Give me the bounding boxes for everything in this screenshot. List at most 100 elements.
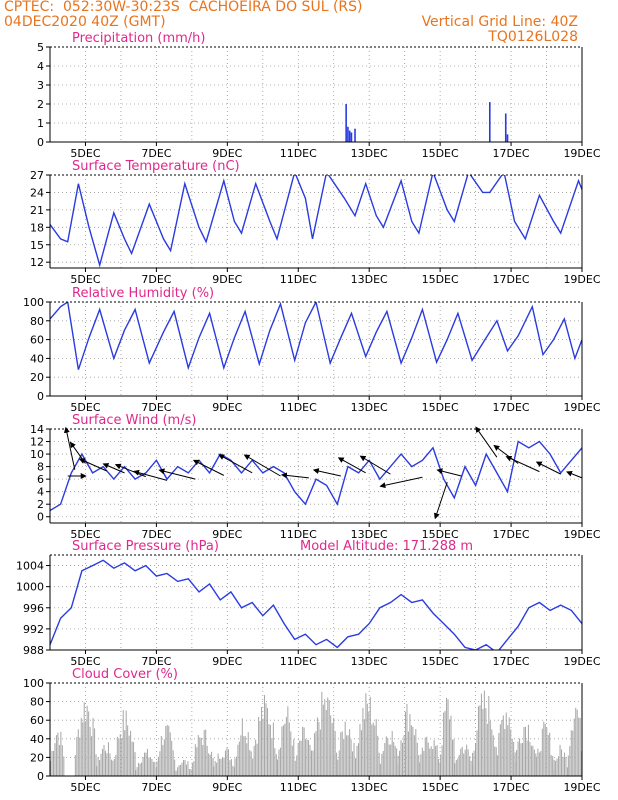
cloud-bar [567,755,569,776]
cloud-bar [388,744,390,776]
cloud-bar [322,704,324,776]
cloud-bar [472,752,474,776]
x-tick-label: 19DEC [563,147,600,160]
cloud-bar [256,743,258,776]
cloud-bar [94,728,96,776]
cloud-bar [440,754,442,776]
y-tick-label: 0 [37,770,44,783]
x-tick-label: 15DEC [422,273,459,286]
x-tick-label: 17DEC [493,781,530,794]
cloud-bar [284,723,286,776]
cloud-bar [418,754,420,776]
precip-bar [506,134,509,142]
cloud-bar [381,753,383,776]
cloud-bar [165,726,167,776]
cloud-bar [211,751,213,776]
y-tick-label: 2 [37,498,44,511]
cloud-bar [234,758,236,776]
cloud-bar [420,754,422,776]
cloud-bar [467,749,469,776]
pres-line [50,559,582,650]
cloud-bar [457,758,459,776]
cloud-bar [477,706,479,776]
y-tick-label: 100 [23,677,44,690]
precip-bar [347,126,349,142]
cloud-bar [209,754,211,776]
cloud-bar [325,710,327,776]
wind-arrow [218,454,253,474]
precip-bar [488,102,491,142]
cloud-bar [424,737,426,776]
model-altitude: Model Altitude: 171.288 m [300,539,473,554]
cloud-bar [346,735,348,776]
cloud-bar [88,711,90,776]
cloud-bar [324,699,326,776]
cloud-bar [232,765,234,776]
y-tick-label: 996 [23,602,44,615]
cloud-bar [171,740,173,776]
cloud-bar [535,753,537,776]
x-tick-label: 15DEC [422,401,459,414]
cloud-bar [341,731,343,776]
header-line2: 04DEC2020 40Z (GMT) [4,14,166,30]
cloud-bar [275,754,277,776]
x-tick-label: 9DEC [212,273,242,286]
cloud-bar [347,735,349,776]
cloud-bar [565,756,567,776]
cloud-bar [224,750,227,776]
cloud-bar [517,741,519,776]
cloud-bar [291,745,293,776]
cloud-bar [390,744,392,776]
cloud-bar [206,745,208,776]
cloud-bar [573,718,575,776]
x-tick-label: 15DEC [422,528,459,541]
cloud-bar [553,759,555,776]
cloud-bar [205,729,207,776]
cloud-bar [208,753,210,776]
cloud-bar [241,718,243,776]
pres-title: Surface Pressure (hPa) [72,539,219,554]
cloud-bar [112,760,114,776]
cloud-bar [527,724,529,776]
cloud-bar [410,725,412,776]
precip-panel: Precipitation (mm/h) 0 1 2 3 4 5 5DEC 7DEC 9DEC 11… [37,31,601,160]
cloud-bar [562,756,564,776]
cloud-bar [374,725,376,776]
precip-bar [348,130,351,142]
cloud-bar [282,725,284,776]
wind-arrow [63,426,76,470]
cloud-bar [121,738,123,776]
cloud-bar [222,757,224,776]
precip-bar [354,128,356,142]
cloud-bar [454,763,456,776]
x-tick-label: 7DEC [141,781,171,794]
y-tick-label: 992 [23,623,44,636]
y-tick-label: 3 [37,79,44,92]
cloud-bar [252,758,254,776]
x-tick-label: 15DEC [422,147,459,160]
cloud-bar [532,745,534,776]
rh-panel: Relative Humidity (%) 0 20 40 60 80 100 5DEC 7DE… [23,286,601,414]
x-tick-label: 13DEC [351,655,388,668]
cloud-bar [216,762,218,776]
cloud-bar [109,753,111,776]
cloud-bar [426,736,428,776]
cloud-bar [250,751,252,776]
cloud-bar [177,767,179,776]
y-tick-label: 4 [37,60,44,73]
wind-arrow [133,469,168,481]
cloud-bar [214,760,216,776]
cloud-bar [344,721,346,776]
y-tick-label: 40 [30,733,44,746]
cloud-bar [313,733,315,776]
cloud-bar [502,715,504,776]
cloud-bar [174,759,176,776]
wind-arrow [433,482,448,520]
wind-arrow [158,468,196,480]
cloud-bar [330,715,332,776]
cloud-bar [499,724,501,776]
cloud-bar [543,721,545,776]
wind-line [50,440,582,512]
cloud-bar [91,736,93,776]
cloud-bar [285,717,287,776]
